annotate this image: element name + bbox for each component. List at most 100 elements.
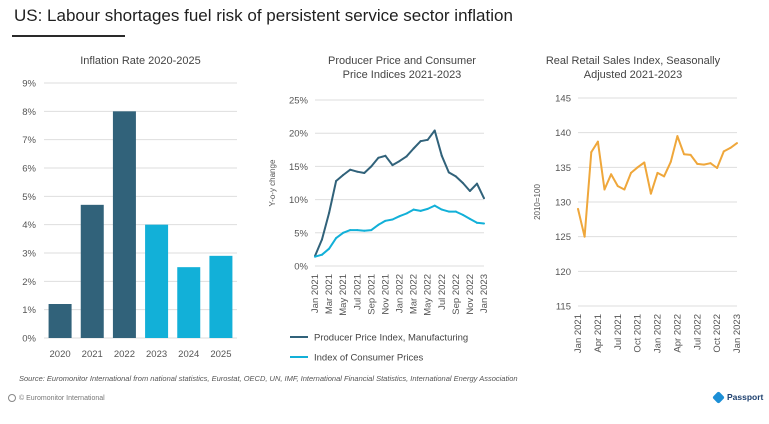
data-point <box>426 207 429 210</box>
data-point <box>475 221 478 224</box>
x-tick-label: Jul 2021 <box>613 314 624 350</box>
x-tick-label: Apr 2021 <box>593 314 604 353</box>
legend-label: Index of Consumer Prices <box>314 353 424 364</box>
y-tick-label: 10% <box>289 195 309 206</box>
inflation-rate-bar-chart: Inflation Rate 2020-2025 0% 1% 2% 3% 4% 5% 6% 7%… <box>22 55 237 360</box>
x-tick-label: Jan 2022 <box>653 314 664 353</box>
data-point <box>663 175 666 178</box>
y-tick-label: 130 <box>555 198 571 209</box>
copyright-label: © Euromonitor International <box>19 394 105 402</box>
data-point <box>461 182 464 184</box>
data-point <box>623 188 626 191</box>
x-tick-label: Jan 2021 <box>573 314 584 353</box>
x-tick-label: Apr 2022 <box>672 314 683 353</box>
y-tick-label: 6% <box>22 164 36 175</box>
x-tick-label: Sep 2021 <box>366 274 377 315</box>
x-tick-label: Mar 2021 <box>324 274 335 314</box>
data-point <box>426 138 429 141</box>
data-point <box>328 211 331 214</box>
y-tick-label: 135 <box>555 163 571 174</box>
legend-label: Producer Price Index, Manufacturing <box>314 333 468 344</box>
data-point <box>483 197 485 200</box>
data-point <box>356 170 359 173</box>
data-point <box>419 140 422 143</box>
source-note: Source: Euromonitor International from n… <box>19 374 518 383</box>
y-tick-label: 3% <box>22 249 36 260</box>
data-point <box>709 162 712 165</box>
data-point <box>630 171 632 174</box>
x-tick-label: Jan 2023 <box>479 274 490 313</box>
data-point <box>391 218 394 221</box>
data-point <box>412 147 415 150</box>
data-point <box>349 168 352 171</box>
y-axis-label: Y-o-y change <box>268 159 277 206</box>
page-title: US: Labour shortages fuel risk of persis… <box>14 6 513 25</box>
y-tick-label: 5% <box>294 228 308 239</box>
data-point <box>669 160 672 163</box>
data-point <box>412 208 415 211</box>
data-point <box>356 229 359 232</box>
data-point <box>433 129 436 132</box>
data-point <box>321 238 324 241</box>
data-point <box>342 231 345 234</box>
data-point <box>335 237 338 240</box>
data-point <box>616 185 619 188</box>
y-tick-label: 7% <box>22 135 36 146</box>
data-point <box>370 165 373 168</box>
x-tick-label: Oct 2022 <box>712 314 723 353</box>
data-point <box>577 207 579 210</box>
x-tick-label: 2021 <box>82 349 103 360</box>
data-point <box>405 155 408 158</box>
data-point <box>649 192 652 195</box>
y-tick-label: 1% <box>22 305 36 316</box>
chart-title-line: Price Indices 2021-2023 <box>343 69 462 81</box>
data-point <box>377 156 380 159</box>
passport-label: Passport <box>727 392 764 402</box>
data-point <box>596 140 599 143</box>
y-tick-label: 25% <box>289 96 309 107</box>
series-line <box>577 135 738 238</box>
data-point <box>335 180 338 183</box>
data-point <box>440 208 443 211</box>
x-tick-label: Jul 2021 <box>352 274 363 310</box>
chart-title-line: Producer Price and Consumer <box>328 55 476 67</box>
x-tick-label: 2022 <box>114 349 135 360</box>
y-tick-label: 9% <box>22 79 36 90</box>
data-point <box>603 188 606 191</box>
x-tick-label: 2020 <box>50 349 71 360</box>
data-point <box>370 229 373 232</box>
x-tick-label: Jan 2021 <box>310 274 321 313</box>
x-tick-label: Mar 2022 <box>409 274 420 314</box>
data-point <box>702 163 705 166</box>
data-point <box>656 171 659 174</box>
data-point <box>328 247 331 250</box>
data-point <box>475 182 478 185</box>
data-point <box>610 173 613 176</box>
data-point <box>391 164 394 167</box>
data-point <box>636 166 639 169</box>
data-point <box>722 150 725 153</box>
y-tick-label: 120 <box>555 267 571 278</box>
passport-icon <box>712 391 725 405</box>
data-point <box>377 223 380 226</box>
data-point <box>696 162 699 165</box>
data-point <box>384 154 387 157</box>
data-point <box>716 167 719 170</box>
passport-logo: Passport <box>712 391 764 405</box>
data-point <box>683 153 685 156</box>
x-tick-label: Nov 2022 <box>465 274 476 315</box>
y-tick-label: 15% <box>289 162 309 173</box>
bar <box>48 304 72 338</box>
data-point <box>349 229 352 232</box>
bar <box>145 224 169 338</box>
data-point <box>729 146 732 149</box>
data-point <box>384 219 387 222</box>
chart-title-line: Real Retail Sales Index, Seasonally <box>546 55 721 67</box>
data-point <box>342 174 345 177</box>
data-point <box>363 229 366 232</box>
data-point <box>447 210 450 213</box>
retail-sales-line-chart: Real Retail Sales Index, Seasonally Adjus… <box>533 55 743 353</box>
x-tick-label: 2024 <box>178 349 199 360</box>
bar <box>80 204 104 338</box>
data-point <box>643 161 646 164</box>
